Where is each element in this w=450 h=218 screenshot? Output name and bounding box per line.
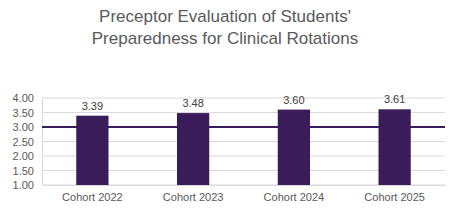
y-tick-label: 3.00 <box>13 121 34 133</box>
bar <box>177 113 209 185</box>
y-tick-label: 4.00 <box>13 92 34 104</box>
y-tick: 2.00 <box>13 150 42 162</box>
grid <box>42 98 445 185</box>
data-label: 3.61 <box>384 93 405 105</box>
x-axis: Cohort 2022 Cohort 2023 Cohort 2024 Cohort … <box>43 185 446 203</box>
y-tick: 4.00 <box>13 92 42 104</box>
bar <box>379 109 411 185</box>
y-tick: 2.50 <box>13 136 42 148</box>
x-tick-label: Cohort 2025 <box>364 191 425 203</box>
data-label: 3.39 <box>82 100 103 112</box>
y-tick-label: 2.50 <box>13 136 34 148</box>
x-axis-line <box>43 185 446 186</box>
y-tick-label: 3.50 <box>13 107 34 119</box>
y-tick: 1.00 <box>13 179 42 191</box>
x-tick: Cohort 2022 <box>62 185 123 203</box>
title-line: Preparedness for Clinical Rotations <box>92 29 358 48</box>
bar <box>278 110 310 185</box>
x-tick-label: Cohort 2024 <box>264 191 325 203</box>
data-labels: 3.39 3.48 3.60 3.61 <box>82 93 406 111</box>
data-label: 3.48 <box>182 97 203 109</box>
y-tick-label: 2.00 <box>13 150 34 162</box>
title-line: Preceptor Evaluation of Students' <box>99 7 351 26</box>
x-tick-label: Cohort 2022 <box>62 191 123 203</box>
plot: 1.001.502.002.503.003.504.00Cohort 2022C… <box>13 92 446 203</box>
marks <box>42 109 445 185</box>
x-tick: Cohort 2024 <box>264 185 325 203</box>
y-tick-label: 1.50 <box>13 165 34 177</box>
y-axis-line <box>42 99 43 186</box>
y-tick: 3.00 <box>13 121 42 133</box>
y-axis: 1.00 1.50 2.00 2.50 3.00 3.50 4.00 <box>13 92 43 191</box>
x-tick: Cohort 2023 <box>163 185 224 203</box>
grid-line <box>42 127 445 128</box>
y-tick: 1.50 <box>13 165 42 177</box>
chart: Preceptor Evaluation of Students' Prepare… <box>0 0 450 218</box>
y-tick-label: 1.00 <box>13 179 34 191</box>
title: Preceptor Evaluation of Students' Prepare… <box>92 7 358 48</box>
x-tick-label: Cohort 2023 <box>163 191 224 203</box>
y-tick: 3.50 <box>13 107 42 119</box>
data-label: 3.60 <box>283 94 304 106</box>
threshold-line <box>42 126 445 128</box>
x-tick: Cohort 2025 <box>364 185 425 203</box>
